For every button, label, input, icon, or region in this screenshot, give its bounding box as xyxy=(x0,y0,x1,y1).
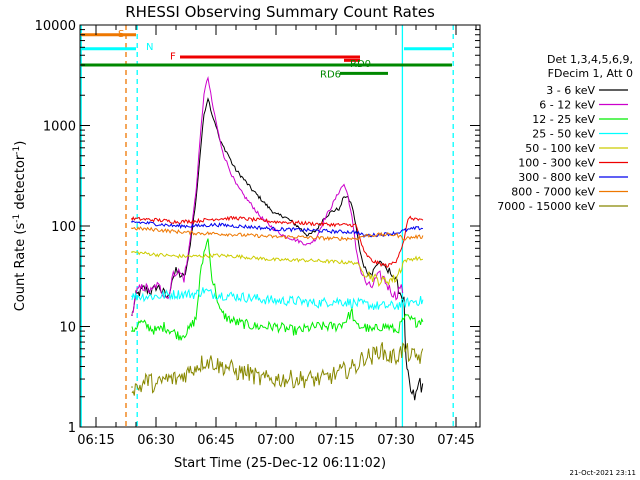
x-tick-label-5: 07:30 xyxy=(377,433,414,448)
legend-label-4: 50 - 100 keV xyxy=(525,142,595,155)
series-line-5 xyxy=(131,215,424,268)
legend: Det 1,3,4,5,6,9, FDecim 1, Att 0 3 - 6 k… xyxy=(497,53,633,213)
x-tick-label-2: 06:45 xyxy=(197,433,234,448)
series-2 xyxy=(131,238,424,341)
chart-title: RHESSI Observing Summary Count Rates xyxy=(125,3,435,21)
x-tick-label-6: 07:45 xyxy=(437,433,474,448)
legend-label-6: 300 - 800 keV xyxy=(518,171,595,184)
series-4 xyxy=(131,251,424,288)
legend-label-3: 25 - 50 keV xyxy=(532,128,595,141)
axes: 1 10 100 1000 10000 06:15 06:30 06:45 07:00 07:15… xyxy=(35,19,481,448)
series-line-8 xyxy=(131,342,424,396)
x-tick-label-0: 06:15 xyxy=(77,433,114,448)
flag-label-4: RD6 xyxy=(320,69,341,80)
series-point-start-7 xyxy=(131,227,133,230)
x-tick-label-3: 07:00 xyxy=(257,433,294,448)
flag-label-0: S xyxy=(118,29,124,40)
y-tick-label-1: 10 xyxy=(59,321,76,336)
legend-header-detectors: Det 1,3,4,5,6,9, xyxy=(547,53,633,66)
series-line-1 xyxy=(131,76,404,314)
legend-header-decimation: FDecim 1, Att 0 xyxy=(548,67,633,80)
series-0 xyxy=(131,97,424,401)
legend-label-1: 6 - 12 keV xyxy=(539,99,595,112)
plot-area: S N F RD0 RD6 xyxy=(80,25,454,427)
series-point-start-3 xyxy=(131,295,133,298)
series-8 xyxy=(131,342,424,396)
legend-label-5: 100 - 300 keV xyxy=(518,157,595,170)
series-point-start-6 xyxy=(131,221,133,223)
y-axis-label: Count Rate (s-1 detector-1) xyxy=(12,141,28,312)
x-axis-label: Start Time (25-Dec-12 06:11:02) xyxy=(174,456,386,471)
flag-label-2: F xyxy=(170,51,176,62)
series-line-2 xyxy=(131,238,424,341)
x-tick-label-4: 07:15 xyxy=(317,433,354,448)
series-1 xyxy=(131,76,404,316)
series-point-start-1 xyxy=(131,314,133,316)
series-3 xyxy=(131,287,424,311)
series-point-start-2 xyxy=(131,330,133,332)
y-tick-label-4: 10000 xyxy=(35,19,76,34)
series-line-3 xyxy=(131,287,424,311)
series-5 xyxy=(131,215,424,268)
series-line-0 xyxy=(131,97,424,401)
legend-label-0: 3 - 6 keV xyxy=(546,84,595,97)
series-point-start-5 xyxy=(131,217,133,220)
series-point-start-4 xyxy=(131,251,133,253)
flag-label-3: RD0 xyxy=(350,59,371,70)
legend-label-2: 12 - 25 keV xyxy=(532,113,595,126)
timestamp-footer: 21-Oct-2021 23:11 xyxy=(570,469,636,477)
series-line-7 xyxy=(131,226,424,242)
series-6 xyxy=(131,220,424,239)
y-tick-label-3: 1000 xyxy=(43,120,76,135)
y-tick-label-0: 1 xyxy=(68,421,76,436)
series-point-start-8 xyxy=(131,386,133,388)
series-7 xyxy=(131,226,424,242)
x-tick-label-1: 06:30 xyxy=(137,433,174,448)
series-line-6 xyxy=(131,220,424,239)
y-tick-label-2: 100 xyxy=(51,220,76,235)
plot-frame xyxy=(79,24,481,428)
series-line-4 xyxy=(131,251,424,288)
legend-label-7: 800 - 7000 keV xyxy=(511,186,595,199)
legend-label-8: 7000 - 15000 keV xyxy=(497,200,595,213)
flag-label-1: N xyxy=(146,42,153,53)
